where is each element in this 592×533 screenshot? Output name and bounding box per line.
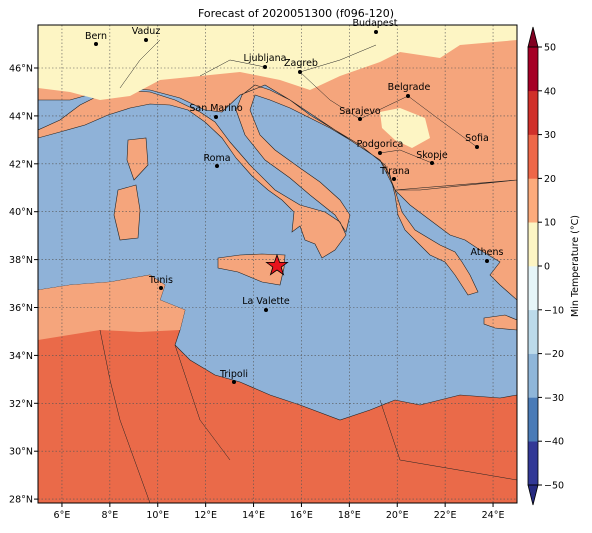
y-tick-label: 28°N bbox=[9, 495, 33, 506]
cities: Bern Vaduz Budapest Ljubljana Zagreb Bel… bbox=[85, 18, 504, 384]
colorbar-tick-label: 40 bbox=[544, 86, 556, 97]
y-tick-label: 44°N bbox=[9, 111, 33, 122]
x-tick-label: 8°E bbox=[101, 510, 118, 521]
colorbar-tick-label: 0 bbox=[544, 262, 550, 273]
europe-land bbox=[38, 25, 517, 301]
axes: 6°E 8°E 10°E 12°E 14°E 16°E 18°E 20°E 22°E 24°E 28… bbox=[9, 64, 504, 522]
colorbar-band bbox=[528, 222, 538, 267]
map-frame bbox=[37, 24, 518, 504]
corsica bbox=[126, 137, 149, 181]
colorbar-label: Min Temperature (°C) bbox=[570, 215, 581, 317]
city-dot bbox=[406, 94, 410, 98]
colorbar-band bbox=[528, 441, 538, 486]
colorbar-tick-label: −10 bbox=[544, 305, 564, 316]
city-dot bbox=[485, 259, 489, 263]
city-dot bbox=[358, 117, 362, 121]
y-tick-label: 32°N bbox=[9, 399, 33, 410]
y-tick-label: 36°N bbox=[9, 303, 33, 314]
title: Forecast of 2020051300 (f096-120) bbox=[198, 7, 394, 20]
city-dot bbox=[475, 145, 479, 149]
city-dot bbox=[374, 30, 378, 34]
city-label: Athens bbox=[471, 247, 504, 258]
y-tick-label: 34°N bbox=[9, 351, 33, 362]
city-label: Bern bbox=[85, 31, 107, 42]
colorbar-tick-label: 20 bbox=[544, 174, 556, 185]
city-label: Budapest bbox=[353, 18, 398, 29]
colorbar-band bbox=[528, 134, 538, 179]
x-tick-label: 24°E bbox=[482, 510, 505, 521]
city-label: Zagreb bbox=[284, 58, 318, 69]
colorbar-tick-label: 30 bbox=[544, 130, 556, 141]
city-dot bbox=[392, 177, 396, 181]
city-dot bbox=[298, 70, 302, 74]
x-tick-label: 6°E bbox=[54, 510, 71, 521]
colorbar-band bbox=[528, 178, 538, 223]
colorbar-tick-label: 10 bbox=[544, 218, 556, 229]
colorbar-band bbox=[528, 397, 538, 442]
y-tick-label: 30°N bbox=[9, 447, 33, 458]
city-dot bbox=[232, 380, 236, 384]
city-label: Sofia bbox=[465, 133, 489, 144]
borders bbox=[99, 39, 517, 503]
colorbar-extend-over bbox=[527, 26, 539, 48]
colorbar-band bbox=[528, 353, 538, 398]
y-tick-label: 42°N bbox=[9, 159, 33, 170]
event-star bbox=[265, 253, 289, 276]
city-label: Roma bbox=[203, 153, 230, 164]
x-tick-label: 18°E bbox=[338, 510, 361, 521]
x-tick-label: 20°E bbox=[386, 510, 409, 521]
city-dot bbox=[264, 308, 268, 312]
city-dot bbox=[144, 38, 148, 42]
city-dot bbox=[215, 164, 219, 168]
sicily bbox=[217, 253, 286, 286]
y-tick-label: 40°N bbox=[9, 207, 33, 218]
city-dot bbox=[378, 151, 382, 155]
city-label: Sarajevo bbox=[339, 106, 381, 117]
colorbar-tick-label: −50 bbox=[544, 481, 564, 492]
colorbar: −50 −40 −30 −20 −10 0 10 20 30 40 50 bbox=[527, 26, 564, 506]
city-dot bbox=[159, 286, 163, 290]
colorbar-tick-label: 50 bbox=[544, 43, 556, 54]
colorbar-band bbox=[528, 47, 538, 92]
city-label: Skopje bbox=[416, 150, 448, 161]
x-tick-label: 10°E bbox=[146, 510, 169, 521]
city-label: Tirana bbox=[379, 166, 410, 177]
x-tick-label: 16°E bbox=[290, 510, 313, 521]
city-label: Belgrade bbox=[388, 82, 431, 93]
city-label: Ljubljana bbox=[244, 53, 287, 64]
colorbar-tick-label: −30 bbox=[544, 393, 564, 404]
colorbar-extend-under bbox=[527, 484, 539, 506]
city-label: Vaduz bbox=[132, 26, 161, 37]
colorbar-band bbox=[528, 266, 538, 311]
city-label: Tunis bbox=[148, 275, 173, 286]
colorbar-tick-label: −20 bbox=[544, 349, 564, 360]
x-tick-label: 12°E bbox=[194, 510, 217, 521]
colorbar-tick-label: −40 bbox=[544, 437, 564, 448]
colorbar-band bbox=[528, 309, 538, 354]
x-tick-label: 22°E bbox=[434, 510, 457, 521]
y-tick-label: 38°N bbox=[9, 255, 33, 266]
x-tick-label: 14°E bbox=[242, 510, 265, 521]
colorbar-band bbox=[528, 90, 538, 135]
crete bbox=[483, 314, 517, 331]
city-label: Tripoli bbox=[219, 369, 248, 380]
city-label: Podgorica bbox=[357, 139, 404, 150]
city-dot bbox=[263, 65, 267, 69]
city-dot bbox=[430, 161, 434, 165]
gridlines bbox=[38, 25, 517, 503]
city-dot bbox=[94, 42, 98, 46]
city-label: San Marino bbox=[189, 103, 242, 114]
city-label: La Valette bbox=[242, 296, 290, 307]
sardinia bbox=[113, 184, 141, 241]
city-dot bbox=[214, 115, 218, 119]
y-tick-label: 46°N bbox=[9, 64, 33, 75]
